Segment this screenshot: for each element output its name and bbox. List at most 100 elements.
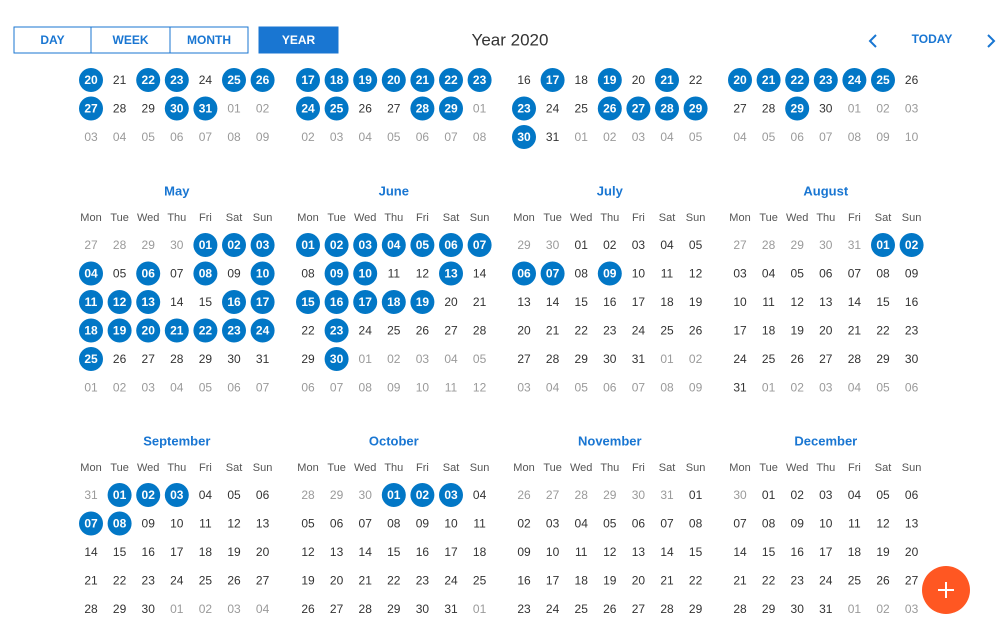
day[interactable]: 10 bbox=[819, 517, 833, 531]
day[interactable]: 24 bbox=[359, 324, 373, 338]
selected-day[interactable] bbox=[785, 96, 810, 121]
day[interactable]: 28 bbox=[660, 602, 674, 616]
day[interactable]: 14 bbox=[660, 545, 674, 559]
selected-day[interactable] bbox=[597, 261, 622, 286]
other-month-day[interactable]: 01 bbox=[170, 602, 184, 616]
day[interactable]: 27 bbox=[733, 102, 747, 116]
day[interactable]: 23 bbox=[905, 324, 919, 338]
other-month-day[interactable]: 04 bbox=[359, 130, 373, 144]
day[interactable]: 21 bbox=[546, 324, 560, 338]
day[interactable]: 07 bbox=[170, 267, 184, 281]
selected-day[interactable] bbox=[467, 233, 492, 257]
selected-day[interactable] bbox=[79, 261, 103, 286]
selected-day[interactable] bbox=[353, 261, 378, 286]
other-month-day[interactable]: 05 bbox=[387, 130, 401, 144]
other-month-day[interactable]: 30 bbox=[546, 238, 560, 252]
selected-day-label[interactable]: 02 bbox=[330, 238, 344, 252]
other-month-day[interactable]: 30 bbox=[733, 488, 747, 502]
day[interactable]: 23 bbox=[791, 574, 805, 588]
other-month-day[interactable]: 29 bbox=[142, 238, 156, 252]
day[interactable]: 02 bbox=[603, 238, 617, 252]
day[interactable]: 20 bbox=[632, 73, 646, 87]
selected-day-label[interactable]: 13 bbox=[142, 295, 156, 309]
selected-day-label[interactable]: 20 bbox=[387, 73, 401, 87]
day[interactable]: 13 bbox=[517, 295, 531, 309]
selected-day-label[interactable]: 03 bbox=[444, 488, 458, 502]
other-month-day[interactable]: 01 bbox=[359, 352, 373, 366]
day[interactable]: 03 bbox=[632, 238, 646, 252]
other-month-day[interactable]: 04 bbox=[113, 130, 127, 144]
other-month-day[interactable]: 07 bbox=[819, 130, 833, 144]
other-month-day[interactable]: 05 bbox=[473, 352, 487, 366]
day[interactable]: 16 bbox=[517, 574, 531, 588]
other-month-day[interactable]: 28 bbox=[762, 238, 776, 252]
day[interactable]: 27 bbox=[632, 602, 646, 616]
day[interactable]: 11 bbox=[848, 517, 861, 531]
selected-day-label[interactable]: 22 bbox=[444, 73, 458, 87]
other-month-day[interactable]: 07 bbox=[330, 381, 344, 395]
other-month-day[interactable]: 05 bbox=[575, 381, 589, 395]
day[interactable]: 04 bbox=[575, 517, 589, 531]
day[interactable]: 13 bbox=[905, 517, 919, 531]
other-month-day[interactable]: 29 bbox=[330, 488, 344, 502]
selected-day-label[interactable]: 28 bbox=[660, 102, 674, 116]
day[interactable]: 31 bbox=[256, 352, 270, 366]
day[interactable]: 29 bbox=[689, 602, 703, 616]
other-month-day[interactable]: 01 bbox=[473, 602, 487, 616]
selected-day-label[interactable]: 06 bbox=[444, 238, 458, 252]
day[interactable]: 26 bbox=[689, 324, 703, 338]
day[interactable]: 22 bbox=[113, 574, 127, 588]
day[interactable]: 10 bbox=[444, 517, 458, 531]
day[interactable]: 28 bbox=[473, 324, 487, 338]
day[interactable]: 16 bbox=[791, 545, 805, 559]
other-month-day[interactable]: 02 bbox=[387, 352, 401, 366]
selected-day[interactable] bbox=[381, 483, 406, 507]
selected-day-label[interactable]: 10 bbox=[256, 267, 270, 281]
selected-day-label[interactable]: 29 bbox=[444, 102, 458, 116]
day[interactable]: 13 bbox=[330, 545, 344, 559]
other-month-day[interactable]: 07 bbox=[444, 130, 458, 144]
selected-day[interactable] bbox=[512, 125, 536, 149]
day[interactable]: 12 bbox=[689, 267, 703, 281]
selected-day-label[interactable]: 27 bbox=[84, 102, 98, 116]
other-month-day[interactable]: 06 bbox=[227, 381, 241, 395]
selected-day[interactable] bbox=[296, 290, 320, 314]
selected-day-label[interactable]: 03 bbox=[256, 238, 270, 252]
day[interactable]: 26 bbox=[301, 602, 315, 616]
selected-day-label[interactable]: 25 bbox=[876, 73, 890, 87]
other-month-day[interactable]: 30 bbox=[632, 488, 646, 502]
selected-day-label[interactable]: 10 bbox=[359, 267, 373, 281]
selected-day[interactable] bbox=[871, 233, 895, 257]
other-month-day[interactable]: 01 bbox=[848, 602, 862, 616]
other-month-day[interactable]: 04 bbox=[546, 381, 560, 395]
selected-day-label[interactable]: 05 bbox=[416, 238, 430, 252]
other-month-day[interactable]: 04 bbox=[256, 602, 270, 616]
day[interactable]: 23 bbox=[517, 602, 531, 616]
day[interactable]: 05 bbox=[876, 488, 890, 502]
day[interactable]: 10 bbox=[546, 545, 560, 559]
day[interactable]: 28 bbox=[170, 352, 184, 366]
day[interactable]: 16 bbox=[603, 295, 617, 309]
selected-day-label[interactable]: 18 bbox=[387, 295, 401, 309]
next-button[interactable] bbox=[987, 34, 996, 48]
other-month-day[interactable]: 04 bbox=[848, 381, 862, 395]
day[interactable]: 06 bbox=[256, 488, 270, 502]
prev-button[interactable] bbox=[868, 34, 877, 48]
day[interactable]: 27 bbox=[330, 602, 344, 616]
selected-day[interactable] bbox=[324, 233, 349, 257]
selected-day-label[interactable]: 17 bbox=[359, 295, 373, 309]
other-month-day[interactable]: 03 bbox=[227, 602, 241, 616]
day[interactable]: 22 bbox=[387, 574, 401, 588]
other-month-day[interactable]: 08 bbox=[359, 381, 373, 395]
day[interactable]: 14 bbox=[546, 295, 560, 309]
selected-day[interactable] bbox=[324, 96, 349, 121]
selected-day-label[interactable]: 19 bbox=[416, 295, 430, 309]
day[interactable]: 07 bbox=[660, 517, 674, 531]
day[interactable]: 18 bbox=[575, 574, 589, 588]
day[interactable]: 07 bbox=[733, 517, 747, 531]
selected-day[interactable] bbox=[842, 68, 867, 92]
day[interactable]: 09 bbox=[791, 517, 805, 531]
other-month-day[interactable]: 10 bbox=[905, 130, 919, 144]
other-month-day[interactable]: 10 bbox=[416, 381, 430, 395]
selected-day[interactable] bbox=[107, 318, 132, 343]
